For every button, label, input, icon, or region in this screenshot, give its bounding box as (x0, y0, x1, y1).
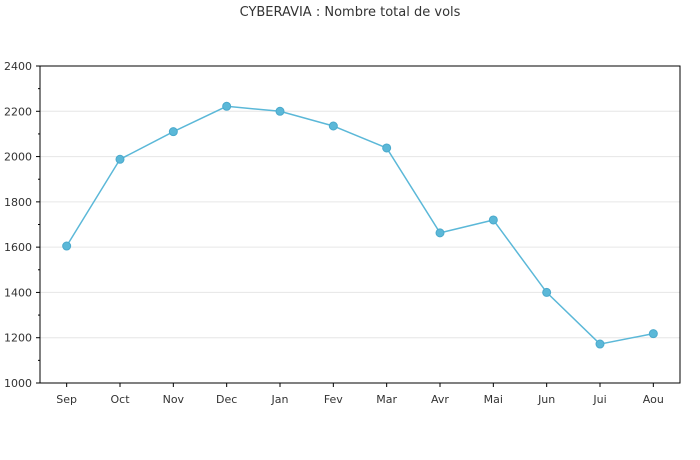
x-tick-label: Mar (376, 393, 397, 406)
data-point (222, 101, 232, 111)
data-point (488, 215, 498, 225)
x-tick-label: Sep (56, 393, 77, 406)
data-point (62, 241, 72, 251)
x-tick-label: Jun (537, 393, 555, 406)
y-tick-label: 2200 (4, 105, 32, 118)
data-point (115, 154, 125, 164)
x-tick-label: Oct (110, 393, 130, 406)
series-layer (62, 101, 658, 349)
data-point (435, 228, 445, 238)
x-tick-label: Nov (163, 393, 185, 406)
y-tick-label: 2000 (4, 151, 32, 164)
x-tick-label: Jan (271, 393, 289, 406)
x-tick-label: Mai (484, 393, 503, 406)
x-tick-label: Aou (643, 393, 664, 406)
x-tick-label: Jui (592, 393, 606, 406)
x-tick-label: Dec (216, 393, 237, 406)
y-tick-label: 1000 (4, 377, 32, 390)
y-tick-label: 1200 (4, 332, 32, 345)
y-tick-labels: 1000 1200 1400 1600 1800 2000 2200 2400 (4, 60, 32, 390)
data-point (542, 287, 552, 297)
axes (36, 65, 681, 387)
series-line (66, 105, 654, 345)
y-tick-label: 1600 (4, 241, 32, 254)
x-tick-labels: Sep Oct Nov Dec Jan Fev Mar Avr Mai Jun Jui Aou (56, 393, 664, 406)
data-point (168, 127, 178, 137)
y-tick-label: 1400 (4, 286, 32, 299)
data-point (648, 329, 658, 339)
chart-title: CYBERAVIA : Nombre total de vols (239, 5, 461, 20)
data-point (328, 121, 338, 131)
y-tick-label: 1800 (4, 196, 32, 209)
data-point (595, 339, 605, 349)
x-tick-label: Fev (324, 393, 343, 406)
y-tick-label: 2400 (4, 60, 32, 73)
grid-lines (40, 110, 680, 339)
data-point (382, 143, 392, 153)
x-tick-label: Avr (431, 393, 449, 406)
data-point (275, 106, 285, 116)
plot-frame (39, 65, 681, 384)
